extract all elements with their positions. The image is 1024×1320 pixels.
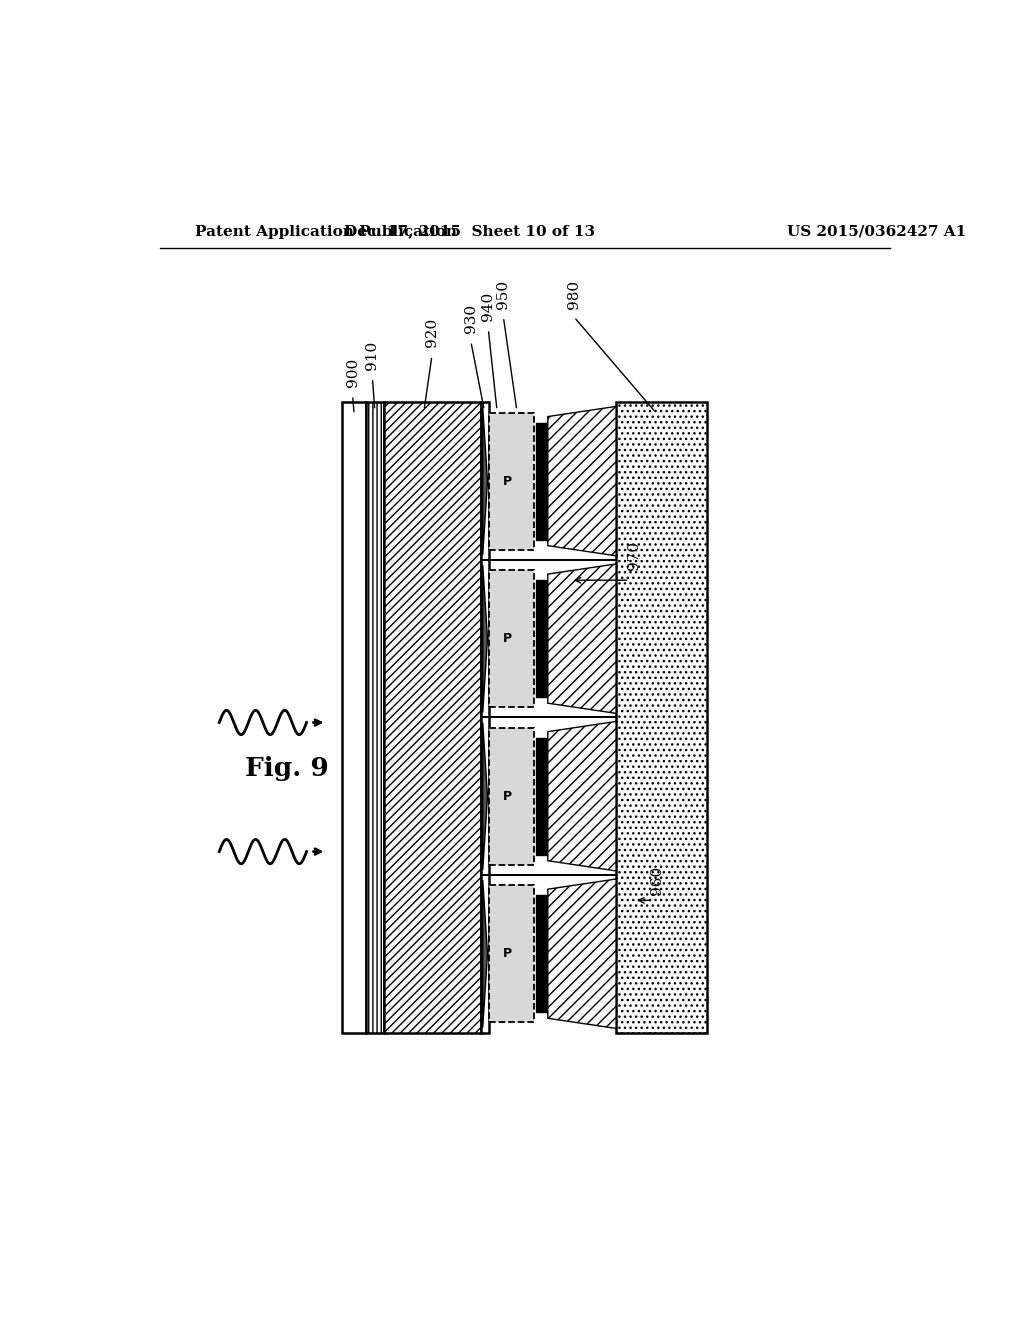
Bar — [536, 895, 548, 1012]
Bar — [489, 727, 535, 865]
Text: US 2015/0362427 A1: US 2015/0362427 A1 — [786, 224, 966, 239]
Bar — [489, 886, 535, 1022]
Bar — [342, 403, 367, 1032]
Text: 920: 920 — [425, 318, 439, 347]
Bar — [384, 403, 481, 1032]
Text: P: P — [503, 948, 512, 960]
Text: 970: 970 — [627, 541, 641, 570]
Polygon shape — [482, 408, 487, 554]
Polygon shape — [548, 879, 616, 1028]
Text: 910: 910 — [366, 341, 380, 370]
Polygon shape — [482, 722, 487, 870]
Bar — [481, 403, 489, 1032]
Text: P: P — [503, 475, 512, 487]
Text: P: P — [503, 632, 512, 645]
Text: 960: 960 — [650, 866, 665, 895]
Polygon shape — [482, 880, 487, 1027]
Bar — [536, 422, 548, 540]
Text: P: P — [503, 789, 512, 803]
Polygon shape — [548, 722, 616, 871]
Text: 980: 980 — [567, 280, 581, 309]
Bar — [489, 570, 535, 708]
Text: 930: 930 — [464, 304, 478, 333]
Text: Dec. 17, 2015  Sheet 10 of 13: Dec. 17, 2015 Sheet 10 of 13 — [344, 224, 595, 239]
Text: 950: 950 — [497, 280, 510, 309]
Bar — [367, 403, 384, 1032]
Bar — [536, 581, 548, 697]
Polygon shape — [482, 565, 487, 713]
Text: 900: 900 — [345, 358, 359, 387]
Text: 940: 940 — [481, 292, 496, 321]
Bar — [489, 413, 535, 549]
Bar — [536, 738, 548, 854]
Text: Patent Application Publication: Patent Application Publication — [196, 224, 458, 239]
Polygon shape — [548, 564, 616, 713]
Polygon shape — [548, 407, 616, 556]
Bar — [616, 403, 708, 1032]
Text: Fig. 9: Fig. 9 — [245, 756, 329, 780]
